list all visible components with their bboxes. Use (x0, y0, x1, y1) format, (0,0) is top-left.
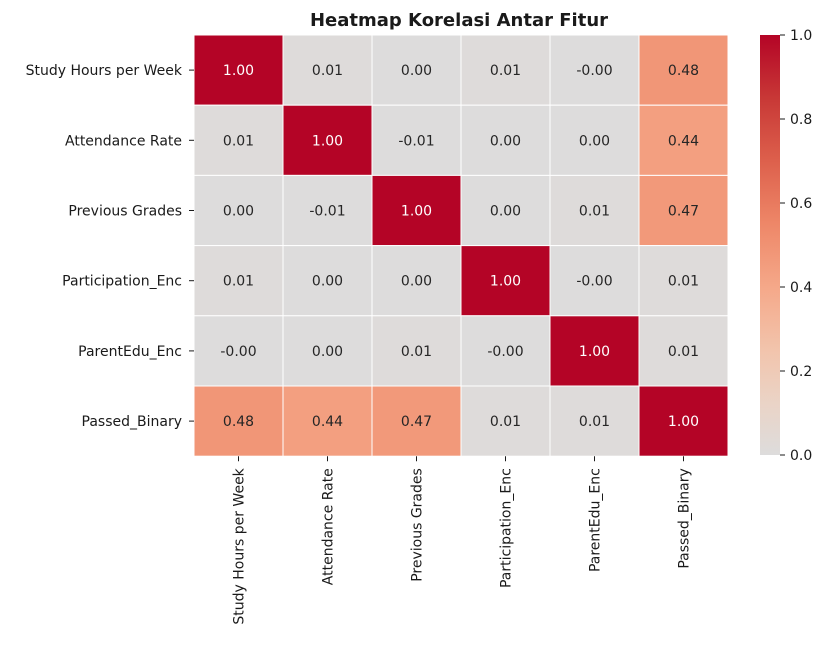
row-label: Attendance Rate (65, 133, 182, 149)
heatmap-cell-label: 0.01 (401, 344, 432, 360)
heatmap-cell-label: -0.00 (220, 344, 256, 360)
heatmap-cell-label: 0.00 (490, 204, 521, 220)
heatmap-cell-label: -0.00 (576, 63, 612, 79)
heatmap-cell-label: 0.47 (668, 204, 699, 220)
heatmap-cell-label: 1.00 (579, 344, 610, 360)
heatmap-cell (460, 315, 551, 387)
heatmap-cell-label: 0.01 (668, 344, 699, 360)
heatmap-cell-label: 0.01 (579, 204, 610, 220)
heatmap-cell (460, 245, 551, 317)
heatmap-cell (638, 34, 729, 106)
heatmap-cell-label: 0.00 (223, 204, 254, 220)
heatmap-cell-label: 0.44 (312, 414, 343, 430)
heatmap-cell-label: 0.00 (312, 344, 343, 360)
heatmap-cell-labels: 1.00 0.01 0.00 0.01 -0.00 0.48 0.01 1.00 -0.01 0.… (220, 63, 699, 430)
chart-title: Heatmap Korelasi Antar Fitur (310, 10, 608, 31)
column-label: Previous Grades (410, 468, 426, 582)
heatmap-cell-label: 1.00 (223, 63, 254, 79)
heatmap-cell-label: 0.00 (401, 274, 432, 290)
heatmap-cell (282, 245, 373, 317)
column-label: Study Hours per Week (232, 467, 248, 624)
heatmap-cell (549, 315, 640, 387)
heatmap-cell-label: 0.01 (223, 274, 254, 290)
heatmap-cell-label: 0.47 (401, 414, 432, 430)
heatmap-cell-label: -0.00 (487, 344, 523, 360)
heatmap-cell-label: 0.01 (668, 274, 699, 290)
heatmap-cell (638, 104, 729, 176)
column-label: ParentEdu_Enc (588, 468, 604, 572)
heatmap-cell-label: 0.01 (490, 63, 521, 79)
heatmap-cell-label: -0.01 (398, 133, 434, 149)
heatmap-cell (460, 174, 551, 247)
heatmap-cell-label: 0.00 (579, 133, 610, 149)
colorbar-ticks: 0.0 0.2 0.4 0.6 0.8 1.0 (780, 28, 812, 464)
heatmap-cell (193, 385, 284, 457)
heatmap-cell (371, 315, 462, 387)
colorbar-tick-label: 1.0 (790, 28, 812, 44)
heatmap-cell (193, 174, 284, 247)
heatmap-cell (282, 34, 373, 106)
heatmap-cell (549, 385, 640, 457)
heatmap-cell (282, 174, 373, 247)
row-label: Passed_Binary (82, 414, 182, 430)
heatmap-cell (638, 245, 729, 317)
heatmap-cell (549, 34, 640, 106)
heatmap-cell-label: 0.01 (223, 133, 254, 149)
heatmap-cell (282, 104, 373, 176)
colorbar-tick-label: 0.2 (790, 364, 812, 380)
heatmap-cell-label: 0.48 (223, 414, 254, 430)
heatmap-cell (549, 245, 640, 317)
row-label: Previous Grades (68, 204, 182, 220)
heatmap-cell-label: -0.01 (309, 204, 345, 220)
heatmap-cell (460, 104, 551, 176)
heatmap-cells (193, 34, 729, 457)
heatmap-cell-label: 0.00 (490, 133, 521, 149)
colorbar-tick-label: 0.0 (790, 448, 812, 464)
colorbar-tick-label: 0.4 (790, 280, 812, 296)
colorbar-tick-label: 0.8 (790, 112, 812, 128)
row-label: Study Hours per Week (26, 63, 183, 79)
heatmap-cell (638, 174, 729, 247)
row-label: Participation_Enc (62, 274, 182, 290)
colorbar-tick-label: 0.6 (790, 196, 812, 212)
heatmap-cell (460, 34, 551, 106)
heatmap-cell (193, 245, 284, 317)
heatmap-cell (638, 385, 729, 457)
colorbar (760, 35, 780, 455)
heatmap-cell (371, 34, 462, 106)
heatmap-cell (193, 315, 284, 387)
heatmap-cell-label: 1.00 (490, 274, 521, 290)
heatmap-cell (193, 34, 284, 106)
heatmap-cell-label: 0.01 (490, 414, 521, 430)
heatmap-cell-label: 1.00 (401, 204, 432, 220)
heatmap-cell-label: 1.00 (668, 414, 699, 430)
heatmap-cell-label: 0.00 (401, 63, 432, 79)
column-label: Passed_Binary (677, 468, 693, 568)
heatmap-cell-label: -0.00 (576, 274, 612, 290)
heatmap-cell-label: 1.00 (312, 133, 343, 149)
heatmap-cell-label: 0.00 (312, 274, 343, 290)
row-labels: Study Hours per Week Attendance Rate Previ… (26, 63, 194, 430)
column-labels: Study Hours per Week Attendance Rate Previ… (232, 456, 693, 625)
heatmap-cell-label: 0.01 (312, 63, 343, 79)
row-label: ParentEdu_Enc (78, 344, 182, 360)
heatmap-cell-label: 0.44 (668, 133, 699, 149)
heatmap-cell (549, 174, 640, 247)
heatmap-cell (371, 245, 462, 317)
heatmap-cell-label: 0.48 (668, 63, 699, 79)
heatmap-cell-label: 0.01 (579, 414, 610, 430)
column-label: Attendance Rate (321, 468, 337, 585)
heatmap-cell (638, 315, 729, 387)
column-label: Participation_Enc (499, 468, 515, 588)
